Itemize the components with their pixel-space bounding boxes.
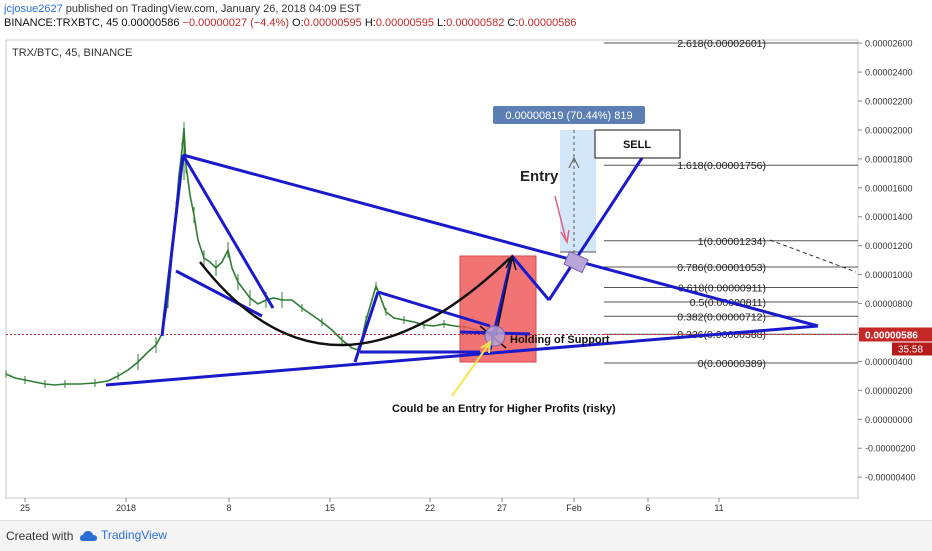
low-label: L:	[437, 17, 447, 29]
breakout-arrow-head	[505, 253, 517, 271]
measure-label: 0.00000819 (70.44%) 819	[505, 110, 632, 122]
current-price-badge	[859, 327, 932, 342]
y-tick-label: -0.00000400	[865, 473, 916, 483]
entry-arrow-head	[560, 229, 570, 245]
support-label: Holding of Support	[510, 334, 610, 346]
fib-label: 1.618(0.00001756)	[677, 160, 766, 172]
trend-line	[547, 157, 644, 301]
x-tick-label: 2018	[116, 503, 136, 513]
risky-entry-arrow-line	[451, 343, 490, 397]
high-value: 0.00000595	[375, 17, 434, 29]
close-value: 0.00000586	[518, 17, 577, 29]
chart-header: jcjosue2627 published on TradingView.com…	[0, 0, 932, 30]
y-tick-label: 0.00000400	[865, 357, 913, 367]
trend-line	[181, 154, 275, 309]
y-tick-label: 0.00002600	[865, 39, 913, 49]
entry-label: Entry	[520, 168, 559, 185]
current-price-label: 0.00000586	[865, 331, 918, 342]
y-tick-label: 0.00000000	[865, 415, 913, 425]
publish-info: jcjosue2627 published on TradingView.com…	[4, 3, 361, 15]
timer-label: 35:58	[898, 345, 923, 356]
open-value: 0.00000595	[303, 17, 362, 29]
sell-label: SELL	[623, 139, 651, 151]
tradingview-logo[interactable]: TradingView	[80, 528, 167, 542]
entry-arrow-line	[554, 195, 567, 241]
author-link[interactable]: jcjosue2627	[4, 3, 63, 15]
sell-box	[594, 129, 681, 159]
high-label: H:	[364, 17, 376, 29]
risky-entry-arrow-head	[480, 340, 492, 354]
y-tick-label: 0.00001200	[865, 241, 913, 251]
projection-arrow-head	[568, 156, 580, 169]
timer-badge	[892, 342, 932, 356]
y-tick-label: -0.00000200	[865, 444, 916, 454]
fib-label: 1(0.00001234)	[698, 236, 766, 248]
ohlc-info: BINANCE:TRXBTC, 45 0.00000586 −0.0000002…	[4, 17, 577, 29]
low-value: 0.00000582	[446, 17, 505, 29]
entry-marker	[563, 250, 589, 274]
trend-line	[105, 324, 819, 387]
measure-badge	[493, 106, 645, 124]
open-label: O:	[292, 17, 304, 29]
projection-box	[560, 130, 596, 252]
x-tick-label: 22	[425, 503, 435, 513]
price-change: −0.00000027 (−4.4%)	[182, 17, 289, 29]
fib-label: 0.382(0.00000712)	[677, 311, 766, 323]
breakout-arrow-line	[495, 257, 513, 337]
fib-extension-dashed	[769, 239, 857, 273]
price-series-line	[5, 127, 493, 386]
trend-line	[160, 154, 185, 337]
publish-text: published on TradingView.com, January 26…	[65, 3, 361, 15]
x-tick-label: 6	[645, 503, 650, 513]
tradingview-cloud-icon	[80, 530, 97, 541]
created-with-text: Created with	[6, 529, 74, 543]
trend-line	[510, 255, 551, 301]
x-tick-label: 15	[325, 503, 335, 513]
close-label: C:	[507, 17, 519, 29]
y-tick-label: 0.00002000	[865, 125, 913, 135]
x-tick-label: Feb	[566, 503, 582, 513]
y-tick-label: 0.00002200	[865, 97, 913, 107]
y-tick-label: 0.00000200	[865, 386, 913, 396]
higher-profits-label: Could be an Entry for Higher Profits (ri…	[392, 403, 616, 415]
x-tick-label: 25	[20, 503, 30, 513]
trend-line	[353, 291, 380, 363]
x-tick-label: 27	[497, 503, 507, 513]
tradingview-brand: TradingView	[101, 528, 168, 542]
trend-line	[175, 269, 263, 318]
fib-label: 0.618(0.00000911)	[678, 282, 766, 294]
trend-line	[182, 153, 819, 328]
last-price: 0.00000586	[121, 17, 180, 29]
fib-label: 2.618(0.00002601)	[677, 38, 766, 50]
trend-line	[377, 290, 491, 328]
y-tick-label: 0.00000800	[865, 299, 913, 309]
symbol-label: BINANCE:TRXBTC, 45	[4, 17, 119, 29]
x-tick-label: 8	[226, 503, 231, 513]
chart-title: TRX/BTC, 45, BINANCE	[12, 47, 132, 59]
y-tick-label: 0.00001800	[865, 154, 913, 164]
footer-bar: Created with TradingView	[0, 520, 932, 551]
x-tick-label: 11	[714, 503, 723, 513]
fib-label: 0(0.00000389)	[698, 358, 766, 370]
y-tick-label: 0.00001000	[865, 270, 913, 280]
y-tick-label: 0.00001400	[865, 212, 913, 222]
plot-area	[5, 39, 859, 499]
y-tick-label: 0.00002400	[865, 68, 913, 78]
y-tick-label: 0.00001600	[865, 183, 913, 193]
price-chart[interactable]: TRX/BTC, 45, BINANCE 0.00002600 0.00002400…	[0, 30, 932, 520]
cup-curve	[199, 257, 511, 347]
fib-label: 0.786(0.00001053)	[677, 262, 766, 274]
